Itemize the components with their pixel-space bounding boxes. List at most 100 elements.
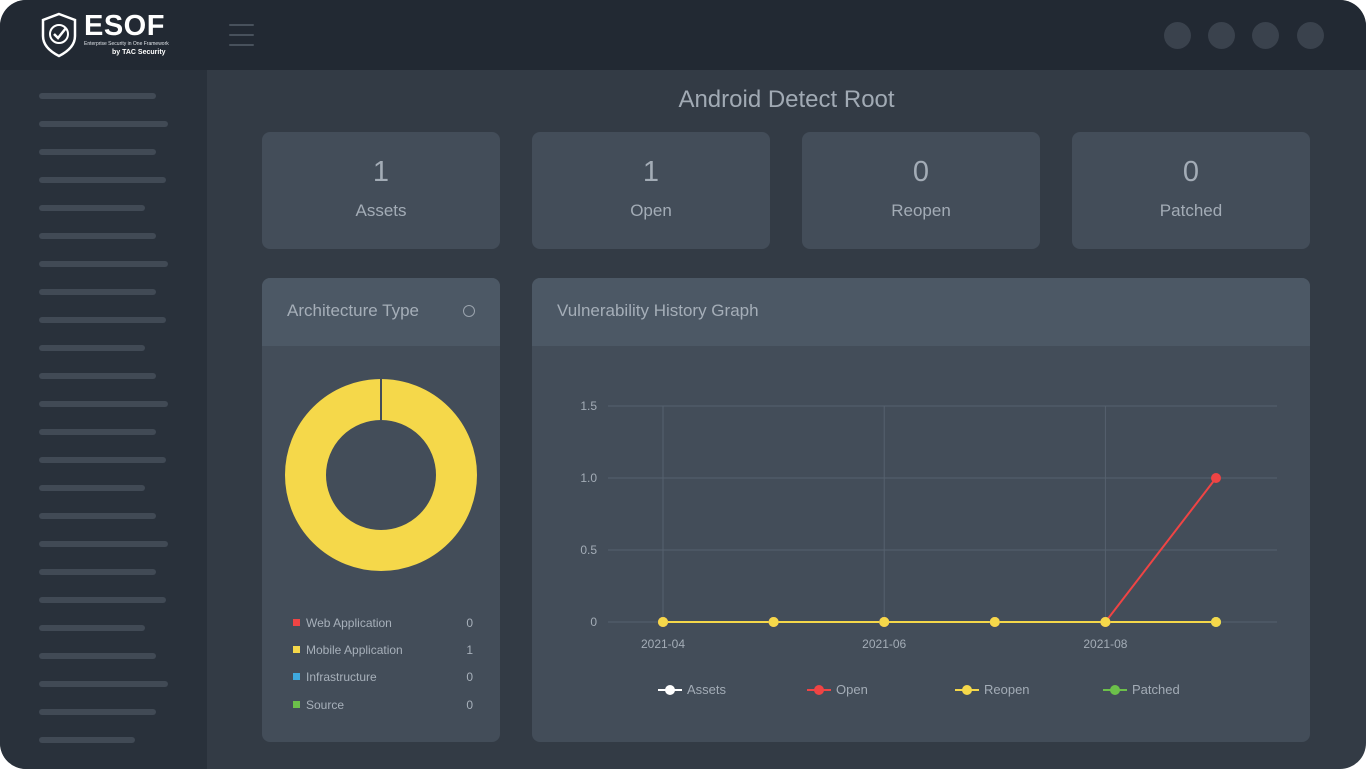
sidebar-item[interactable] [39, 429, 156, 435]
legend-value: 0 [466, 616, 473, 630]
stat-value: 1 [642, 156, 660, 188]
legend-item-reopen[interactable]: Reopen [955, 682, 1030, 697]
sidebar-item[interactable] [39, 569, 156, 575]
legend-value: 0 [466, 670, 473, 684]
legend-marker [814, 685, 824, 695]
menu-toggle-icon[interactable] [229, 24, 254, 48]
refresh-icon[interactable] [463, 305, 475, 317]
stat-label: Patched [1159, 201, 1223, 220]
legend-label[interactable]: Source [306, 698, 345, 712]
sidebar-item[interactable] [39, 709, 156, 715]
legend-label[interactable]: Infrastructure [306, 670, 377, 684]
topbar-button-4[interactable] [1297, 22, 1324, 49]
sidebar-item[interactable] [39, 121, 168, 127]
brand-tagline: Enterprise Security in One Framework [84, 41, 169, 47]
legend-label: Patched [1132, 682, 1180, 697]
y-tick-label: 1.0 [580, 471, 597, 485]
sidebar-item[interactable] [39, 597, 166, 603]
history-panel: Vulnerability History Graph 0 0.5 1.0 1.5 20… [532, 278, 1310, 742]
legend-swatch [293, 701, 300, 708]
architecture-panel: Architecture Type Web Application 0 Mobi… [262, 278, 500, 742]
legend-label: Reopen [984, 682, 1030, 697]
legend-marker [1110, 685, 1120, 695]
legend-infrastructure: Infrastructure 0 [293, 669, 473, 685]
data-point-open [1211, 473, 1221, 483]
topbar-button-2[interactable] [1208, 22, 1235, 49]
sidebar-item[interactable] [39, 345, 145, 351]
stat-card-open[interactable]: 1 Open [532, 132, 770, 249]
sidebar-item[interactable] [39, 401, 168, 407]
sidebar-item[interactable] [39, 149, 156, 155]
y-tick-label: 1.5 [580, 399, 597, 413]
sidebar-item[interactable] [39, 289, 156, 295]
history-line-chart: 0 0.5 1.0 1.5 2021-04 2021-06 2021-08 Assets Ope… [580, 399, 1277, 697]
architecture-title: Architecture Type [287, 301, 419, 320]
top-bar: ESOF Enterprise Security in One Framewor… [0, 0, 1366, 70]
topbar-button-3[interactable] [1252, 22, 1279, 49]
stat-value: 0 [912, 156, 930, 188]
legend-swatch [293, 673, 300, 680]
sidebar-item[interactable] [39, 485, 145, 491]
sidebar-item[interactable] [39, 233, 156, 239]
brand-by: by TAC Security [112, 49, 166, 56]
sidebar-item[interactable] [39, 373, 156, 379]
stat-card-assets[interactable]: 1 Assets [262, 132, 500, 249]
stat-value: 1 [372, 156, 390, 188]
sidebar-item[interactable] [39, 457, 166, 463]
sidebar-item[interactable] [39, 625, 145, 631]
legend-value: 0 [466, 698, 473, 712]
architecture-panel-header: Architecture Type [262, 278, 500, 346]
legend-item-open[interactable]: Open [807, 682, 868, 697]
legend-source: Source 0 [293, 697, 473, 713]
sidebar-item[interactable] [39, 93, 156, 99]
x-tick-label: 2021-04 [641, 637, 685, 651]
sidebar-item[interactable] [39, 261, 168, 267]
legend-label: Open [836, 682, 868, 697]
sidebar-item[interactable] [39, 205, 145, 211]
sidebar [0, 70, 207, 769]
legend-marker [962, 685, 972, 695]
data-point-reopen [768, 617, 779, 627]
legend-web-application: Web Application 0 [293, 615, 473, 631]
legend-label: Assets [687, 682, 727, 697]
legend-label[interactable]: Web Application [306, 616, 392, 630]
history-panel-header: Vulnerability History Graph [532, 278, 1310, 346]
data-point-reopen [658, 617, 668, 627]
legend-swatch [293, 619, 300, 626]
stat-card-patched[interactable]: 0 Patched [1072, 132, 1310, 249]
data-point-reopen [879, 617, 890, 627]
data-point-reopen [1100, 617, 1111, 627]
legend-value: 1 [466, 643, 473, 657]
sidebar-item[interactable] [39, 541, 168, 547]
esof-logo[interactable]: ESOF Enterprise Security in One Framewor… [40, 10, 170, 61]
topbar-button-1[interactable] [1164, 22, 1191, 49]
sidebar-item[interactable] [39, 681, 168, 687]
brand-name: ESOF [84, 10, 165, 42]
page-title: Android Detect Root [678, 86, 895, 113]
architecture-donut-chart [285, 379, 477, 571]
legend-item-patched[interactable]: Patched [1103, 682, 1180, 697]
donut-slice [285, 379, 477, 571]
sidebar-item[interactable] [39, 513, 156, 519]
legend-item-assets[interactable]: Assets [658, 682, 727, 697]
legend-marker [665, 685, 675, 695]
stat-label: Open [630, 201, 672, 220]
sidebar-item[interactable] [39, 737, 135, 743]
sidebar-item[interactable] [39, 177, 166, 183]
shield-check-icon [41, 12, 77, 58]
data-point-reopen [989, 617, 1000, 627]
legend-mobile-application: Mobile Application 1 [293, 642, 473, 658]
sidebar-item[interactable] [39, 653, 156, 659]
y-tick-label: 0 [590, 615, 597, 629]
sidebar-item[interactable] [39, 317, 166, 323]
stat-label: Reopen [891, 201, 951, 220]
history-title: Vulnerability History Graph [557, 301, 759, 320]
data-point-reopen [1211, 617, 1221, 627]
stat-card-reopen[interactable]: 0 Reopen [802, 132, 1040, 249]
legend-swatch [293, 646, 300, 653]
stat-label: Assets [355, 201, 407, 220]
y-tick-label: 0.5 [580, 543, 597, 557]
legend-label[interactable]: Mobile Application [306, 643, 403, 657]
x-tick-label: 2021-06 [862, 637, 906, 651]
